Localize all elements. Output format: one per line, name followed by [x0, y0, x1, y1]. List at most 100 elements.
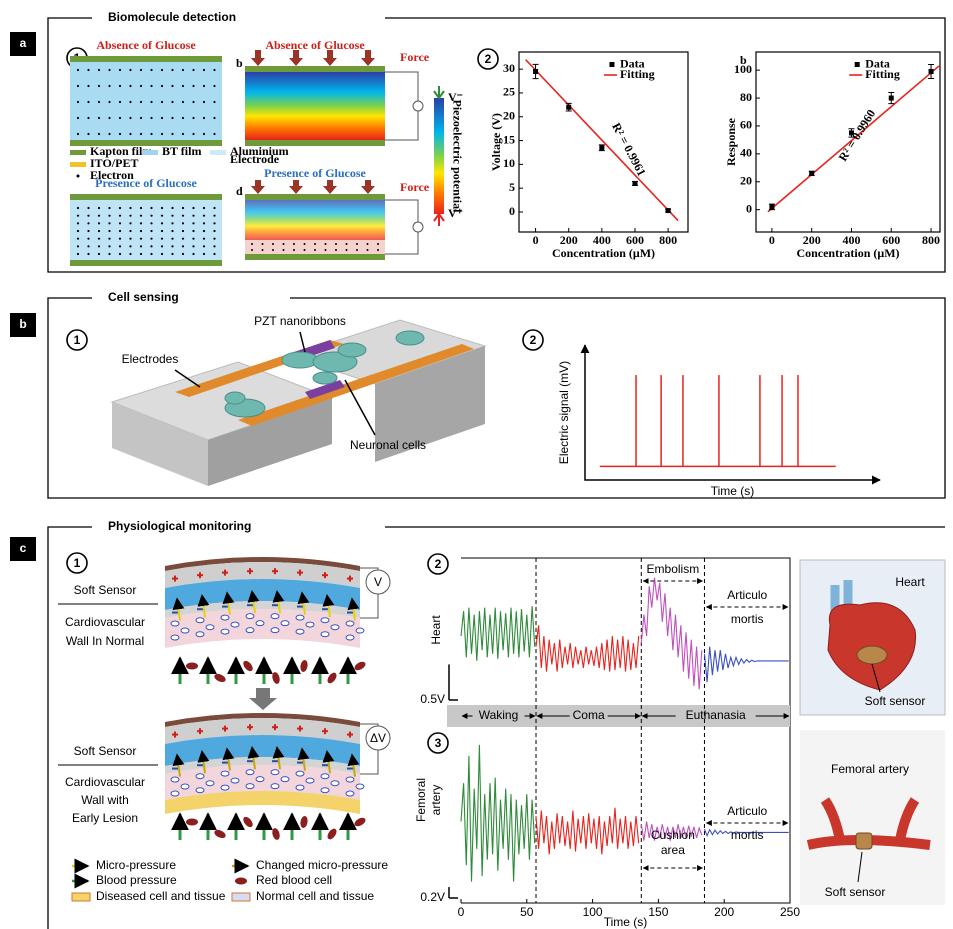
electron	[161, 207, 163, 209]
electron	[192, 230, 194, 232]
normal-cell	[171, 621, 179, 626]
electron	[213, 101, 215, 103]
pointer	[300, 332, 305, 352]
red-blood-cell	[241, 659, 254, 673]
legend-marker	[609, 62, 614, 67]
electron	[119, 133, 121, 135]
electron	[161, 117, 163, 119]
electron	[161, 238, 163, 240]
data-point	[632, 181, 637, 186]
electron	[262, 249, 264, 251]
signal-trace	[461, 745, 535, 882]
electron	[108, 253, 110, 255]
bt-film	[70, 200, 222, 260]
signal-trace	[641, 578, 702, 690]
electron	[213, 253, 215, 255]
electron	[367, 243, 369, 245]
red-blood-cell	[271, 671, 281, 684]
soft-sensor	[857, 646, 887, 664]
electron	[129, 245, 131, 247]
force-arrow	[255, 180, 261, 187]
force-arrow	[365, 50, 371, 59]
electron	[304, 249, 306, 251]
legend-label: Electron	[90, 168, 134, 182]
data-point	[666, 208, 671, 213]
normal-cell	[171, 635, 179, 640]
electron	[213, 222, 215, 224]
neuronal-cell	[282, 352, 318, 368]
normal-cell	[221, 785, 229, 790]
red-blood-cell	[213, 672, 227, 683]
colorbar-arrow	[434, 214, 444, 226]
legend-swatch	[232, 893, 250, 901]
electron	[293, 243, 295, 245]
legend-label: Blood pressure	[96, 873, 177, 887]
electron	[203, 238, 205, 240]
legend-label: Normal cell and tissue	[256, 889, 374, 903]
label: b	[236, 56, 243, 70]
electron	[325, 243, 327, 245]
annotation: R² = 0.9960	[836, 107, 879, 164]
y-tick-label: 0	[746, 201, 752, 215]
vessel-wall	[165, 609, 360, 648]
electrode-layer	[245, 240, 385, 254]
y-tick-label: 25	[503, 85, 515, 99]
electron	[140, 117, 142, 119]
force-arrow-head	[251, 58, 265, 66]
x-tick-label: 400	[842, 233, 860, 247]
force-arrow-head	[323, 58, 337, 66]
panel-label: a	[20, 36, 27, 50]
electron	[377, 243, 379, 245]
electron	[77, 222, 79, 224]
normal-cell	[246, 628, 254, 633]
data-point	[769, 204, 774, 209]
label: Presence of Glucose	[264, 166, 366, 180]
label: Soft Sensor	[74, 583, 137, 597]
x-tick-label: 0	[769, 233, 775, 247]
electron	[251, 249, 253, 251]
electron	[203, 253, 205, 255]
normal-cell	[281, 621, 289, 626]
y-axis-label: Voltage (V)	[489, 113, 503, 171]
normal-cell	[246, 770, 254, 775]
legend-label: Micro-pressure	[96, 858, 176, 872]
data-point	[929, 69, 934, 74]
normal-cell	[246, 784, 254, 789]
force-arrow-head	[323, 186, 337, 194]
panel-title: Biomolecule detection	[108, 10, 236, 24]
legend-label: BT film	[162, 144, 201, 158]
electron	[98, 117, 100, 119]
piezo-field	[245, 72, 385, 140]
electron	[192, 245, 194, 247]
electron	[192, 69, 194, 71]
x-tick-label: 100	[583, 905, 603, 919]
electron	[119, 222, 121, 224]
electron	[192, 85, 194, 87]
electron	[140, 222, 142, 224]
y-tick-label: 10	[503, 156, 515, 170]
electron	[129, 133, 131, 135]
electron	[108, 230, 110, 232]
y-tick-label: 0	[509, 204, 515, 218]
electron	[203, 222, 205, 224]
electron	[87, 133, 89, 135]
signal-trace	[536, 625, 639, 671]
label: Electrodes	[122, 352, 179, 366]
electron	[356, 249, 358, 251]
electron	[77, 207, 79, 209]
electron	[77, 133, 79, 135]
electron	[203, 85, 205, 87]
electron	[192, 253, 194, 255]
red-blood-cell	[241, 815, 254, 829]
electron	[119, 215, 121, 217]
force-arrow-head	[289, 58, 303, 66]
electron	[87, 207, 89, 209]
x-axis-label: Time (s)	[711, 484, 755, 498]
y-tick-label: 20	[740, 174, 752, 188]
electron	[272, 243, 274, 245]
electron	[129, 215, 131, 217]
electron	[119, 245, 121, 247]
x-tick-label: 600	[882, 233, 900, 247]
electron	[171, 85, 173, 87]
x-tick-label: 200	[714, 905, 734, 919]
